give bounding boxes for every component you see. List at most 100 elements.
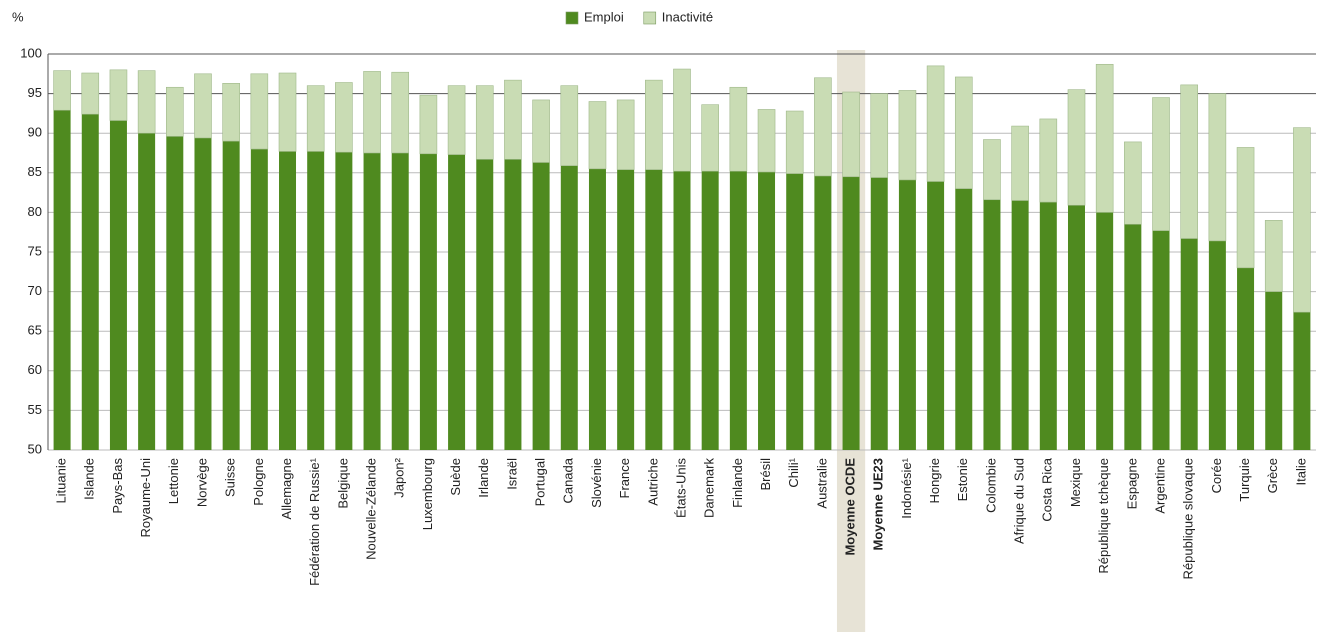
bar-segment (363, 153, 381, 450)
bar-segment (109, 69, 128, 121)
x-tick-label: Portugal (533, 458, 548, 507)
bar-segment (842, 176, 860, 450)
bar-segment (814, 175, 832, 450)
bar-segment (166, 86, 184, 137)
bar-segment (250, 73, 269, 150)
bar-segment (166, 136, 184, 451)
bar-segment (532, 162, 550, 450)
x-tick-label: Irlande (476, 458, 491, 498)
x-tick-label: République tchèque (1096, 458, 1111, 574)
x-tick-label: Norvège (194, 458, 209, 507)
bar-segment (194, 73, 212, 139)
bar-segment (335, 82, 353, 153)
x-tick-label: Suède (448, 458, 463, 496)
bar-segment (673, 68, 691, 172)
x-tick-label: Lituanie (54, 458, 69, 504)
y-tick-label: 80 (28, 204, 42, 219)
bar-segment (476, 159, 494, 450)
bar-segment (1293, 127, 1311, 313)
x-tick-label: Royaume-Uni (138, 458, 153, 538)
bar-segment (1095, 63, 1114, 213)
x-tick-label: Nouvelle-Zélande (363, 458, 378, 560)
bar-segment (1152, 230, 1170, 450)
x-tick-label: Allemagne (279, 458, 294, 519)
bar-segment (673, 171, 691, 450)
x-tick-label: Israël (504, 458, 519, 490)
x-tick-label: Japon² (392, 457, 407, 497)
x-tick-label: Fédération de Russie¹ (307, 457, 322, 586)
bar-segment (785, 110, 804, 174)
bar-segment (927, 181, 945, 450)
x-tick-label: Mexique (1068, 458, 1083, 507)
x-tick-label: États-Unis (673, 458, 688, 518)
x-tick-label: Indonésie¹ (899, 457, 914, 518)
bar-segment (279, 151, 297, 450)
legend-label: Emploi (584, 9, 624, 24)
bar-segment (1039, 202, 1057, 450)
bar-segment (814, 77, 832, 177)
bar-segment (1011, 200, 1029, 450)
bar-segment (448, 154, 466, 451)
x-tick-label: France (617, 458, 632, 498)
bar-segment (1124, 141, 1142, 225)
bar-segment (307, 151, 325, 450)
bar-segment (1180, 238, 1198, 450)
bar-segment (1208, 240, 1226, 450)
bar-segment (306, 85, 325, 152)
bar-segment (701, 171, 719, 450)
bar-segment (955, 188, 973, 450)
bar-segment (391, 71, 410, 154)
x-tick-label: Grèce (1265, 458, 1280, 493)
y-tick-label: 75 (28, 243, 42, 258)
bar-segment (588, 168, 606, 450)
bar-segment (194, 137, 212, 450)
bar-segment (1236, 147, 1255, 269)
bar-segment (53, 110, 71, 451)
x-tick-label: Afrique du Sud (1012, 458, 1027, 544)
bar-segment (1237, 267, 1255, 450)
bar-segment (53, 70, 71, 111)
y-tick-label: 65 (28, 323, 42, 338)
bar-segment (447, 85, 466, 155)
bar-segment (1067, 89, 1086, 206)
x-tick-label: Australie (814, 458, 829, 509)
y-axis-label: % (12, 9, 24, 24)
bar-segment (1039, 118, 1058, 203)
x-tick-label: Espagne (1124, 458, 1139, 509)
legend-label: Inactivité (662, 9, 713, 24)
x-tick-label: Argentine (1152, 458, 1167, 514)
x-tick-label: République slovaque (1181, 458, 1196, 579)
bar-segment (617, 169, 635, 450)
x-tick-label: Chili¹ (786, 457, 801, 487)
bar-segment (1265, 291, 1283, 450)
bar-segment (729, 86, 748, 172)
bar-segment (222, 83, 240, 142)
bar-segment (109, 120, 127, 450)
x-tick-label: Pologne (251, 458, 266, 506)
bar-segment (391, 153, 409, 450)
bar-segment (1096, 212, 1114, 450)
bar-segment (560, 165, 578, 450)
bar-segment (560, 85, 579, 166)
y-tick-label: 60 (28, 362, 42, 377)
bar-segment (757, 109, 776, 173)
x-tick-label: Brésil (758, 458, 773, 491)
x-tick-label: Canada (561, 457, 576, 503)
x-tick-label: Slovénie (589, 458, 604, 508)
bar-segment (926, 65, 945, 182)
bar-segment (645, 169, 663, 450)
x-tick-label: Autriche (645, 458, 660, 506)
bar-segment (419, 153, 437, 451)
bar-segment (870, 177, 888, 450)
bar-segment (842, 91, 860, 178)
bar-segment (81, 114, 99, 450)
x-tick-label: Danemark (702, 458, 717, 518)
bar-segment (1208, 93, 1227, 242)
bar-segment (758, 172, 776, 450)
x-tick-label: Italie (1293, 458, 1308, 485)
y-tick-label: 70 (28, 283, 42, 298)
bar-segment (870, 93, 889, 178)
bar-segment (335, 152, 353, 450)
bar-segment (504, 159, 522, 450)
x-tick-label: Corée (1209, 458, 1224, 493)
